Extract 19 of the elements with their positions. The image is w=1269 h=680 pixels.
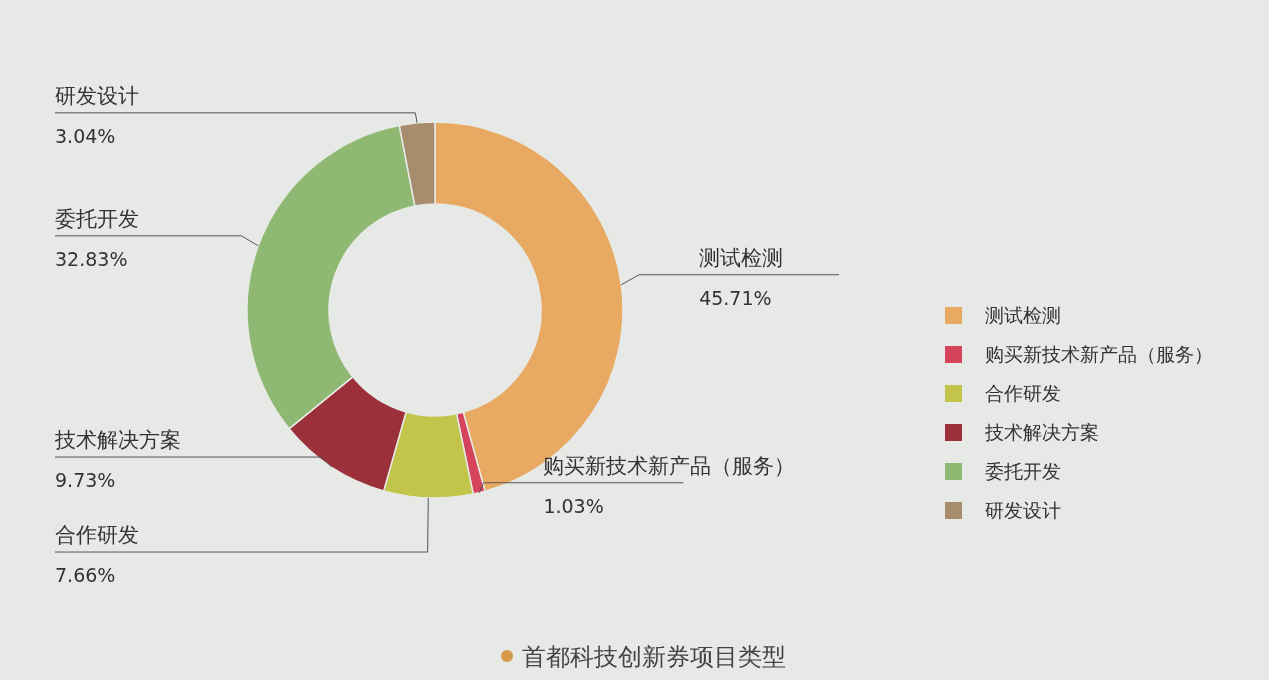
slice-label: 技术解决方案 bbox=[54, 428, 181, 453]
legend-label: 委托开发 bbox=[985, 460, 1061, 482]
legend-label: 研发设计 bbox=[985, 499, 1061, 521]
slice-label: 购买新技术新产品（服务） bbox=[543, 453, 796, 478]
slice-label: 合作研发 bbox=[55, 523, 139, 548]
data-label: 1.03% bbox=[543, 494, 604, 517]
data-label: 45.71% bbox=[699, 286, 772, 309]
data-label: 32.83% bbox=[55, 247, 128, 270]
data-label: 3.04% bbox=[55, 124, 116, 147]
slice-label: 委托开发 bbox=[55, 206, 139, 231]
data-label: 7.66% bbox=[55, 564, 116, 587]
legend-label: 购买新技术新产品（服务） bbox=[985, 343, 1213, 365]
slice-label: 研发设计 bbox=[55, 83, 139, 108]
legend-label: 测试检测 bbox=[985, 304, 1061, 326]
legend-label: 合作研发 bbox=[985, 382, 1061, 404]
slice-label: 测试检测 bbox=[699, 245, 784, 270]
text: 首都科技创新券项目类型 bbox=[522, 643, 786, 671]
data-label: 9.73% bbox=[55, 469, 116, 492]
legend-label: 技术解决方案 bbox=[984, 421, 1099, 443]
